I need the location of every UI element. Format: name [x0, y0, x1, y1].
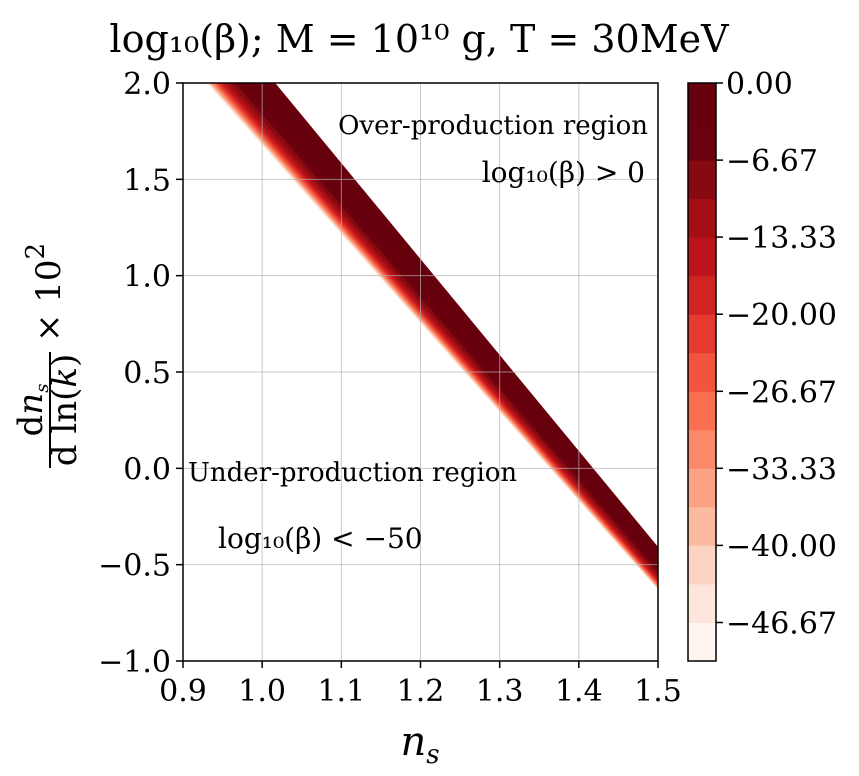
colorbar-segment [688, 468, 716, 508]
colorbar-tick-label: −46.67 [726, 607, 837, 642]
x-tick-label: 1.0 [238, 674, 286, 709]
y-tick-label: 0.0 [123, 452, 171, 487]
contour-level-3 [209, 83, 658, 589]
colorbar-tick-label: −26.67 [726, 375, 837, 410]
y-tick-label: 1.5 [123, 163, 171, 198]
contour-level-11 [225, 83, 658, 579]
colorbar-segment [688, 545, 716, 585]
x-tick-label: 1.4 [555, 674, 603, 709]
contour-level-14 [242, 83, 658, 568]
colorbar-segment [688, 391, 716, 431]
x-tick-label: 1.2 [397, 674, 445, 709]
contour-level-12 [229, 83, 658, 576]
colorbar-tick-label: −33.33 [726, 452, 837, 487]
contour-level-10 [222, 83, 658, 581]
colorbar-segment [688, 275, 716, 315]
colorbar-tick-label: −13.33 [726, 221, 837, 256]
contour-level-0 [206, 83, 658, 591]
x-tick-label: 1.3 [476, 674, 524, 709]
colorbar-segment [688, 83, 716, 123]
contour-level-1 [207, 83, 658, 590]
colorbar-tick-label: 0.00 [726, 67, 793, 102]
colorbar-segment [688, 429, 716, 469]
colorbar-segment [688, 583, 716, 623]
colorbar-segment [688, 237, 716, 277]
svg-text:d ln(k): d ln(k) [45, 354, 85, 466]
contour-band [206, 83, 658, 591]
colorbar-segment [688, 198, 716, 238]
under-production-label: Under-production region [188, 458, 517, 488]
colorbar-segment [688, 506, 716, 546]
x-tick-label: 1.1 [317, 674, 365, 709]
colorbar-segment [688, 314, 716, 354]
y-tick-label: −1.0 [98, 645, 171, 680]
contour-level-9 [219, 83, 658, 582]
y-tick-label: 1.0 [123, 260, 171, 295]
y-tick-label: −0.5 [98, 549, 171, 584]
x-tick-label: 1.5 [634, 674, 682, 709]
colorbar-segment [688, 622, 716, 662]
contour-level-7 [215, 83, 658, 585]
colorbar-segment [688, 352, 716, 392]
colorbar-segment [688, 121, 716, 161]
y-tick-label: 0.5 [123, 356, 171, 391]
colorbar-tick-label: −40.00 [726, 529, 837, 564]
colorbar-tick-label: −20.00 [726, 298, 837, 333]
contour-level-2 [208, 83, 658, 589]
over-production-label: Over-production region [338, 111, 648, 141]
x-axis-label: ns [400, 719, 439, 770]
y-tick-label: 2.0 [123, 67, 171, 102]
x-axis-ticks: 0.9 1.0 1.1 1.2 1.3 1.4 1.5 [159, 661, 682, 709]
contour-level-8 [217, 83, 658, 584]
y-axis-ticks: −1.0 −0.5 0.0 0.5 1.0 1.5 2.0 [98, 67, 183, 680]
contour-level-5 [211, 83, 658, 587]
under-production-formula: log₁₀(β) < −50 [218, 522, 423, 555]
x-tick-label: 0.9 [159, 674, 207, 709]
chart-title: log₁₀(β); M = 10¹⁰ g, T = 30MeV [109, 17, 729, 61]
colorbar-segment [688, 160, 716, 200]
svg-text:× 102: × 102 [21, 243, 69, 342]
over-production-formula: log₁₀(β) > 0 [482, 156, 645, 189]
contour-level-4 [210, 83, 658, 588]
colorbar-tick-label: −6.67 [726, 144, 818, 179]
colorbar: 0.00 −6.67 −13.33 −20.00 −26.67 −33.33 −40.00 −… [687, 67, 837, 662]
colorbar-frame [687, 82, 717, 662]
y-axis-label: dns d ln(k) × 102 [11, 243, 85, 468]
contour-level-6 [213, 83, 658, 586]
svg-text:dns: dns [11, 384, 53, 437]
